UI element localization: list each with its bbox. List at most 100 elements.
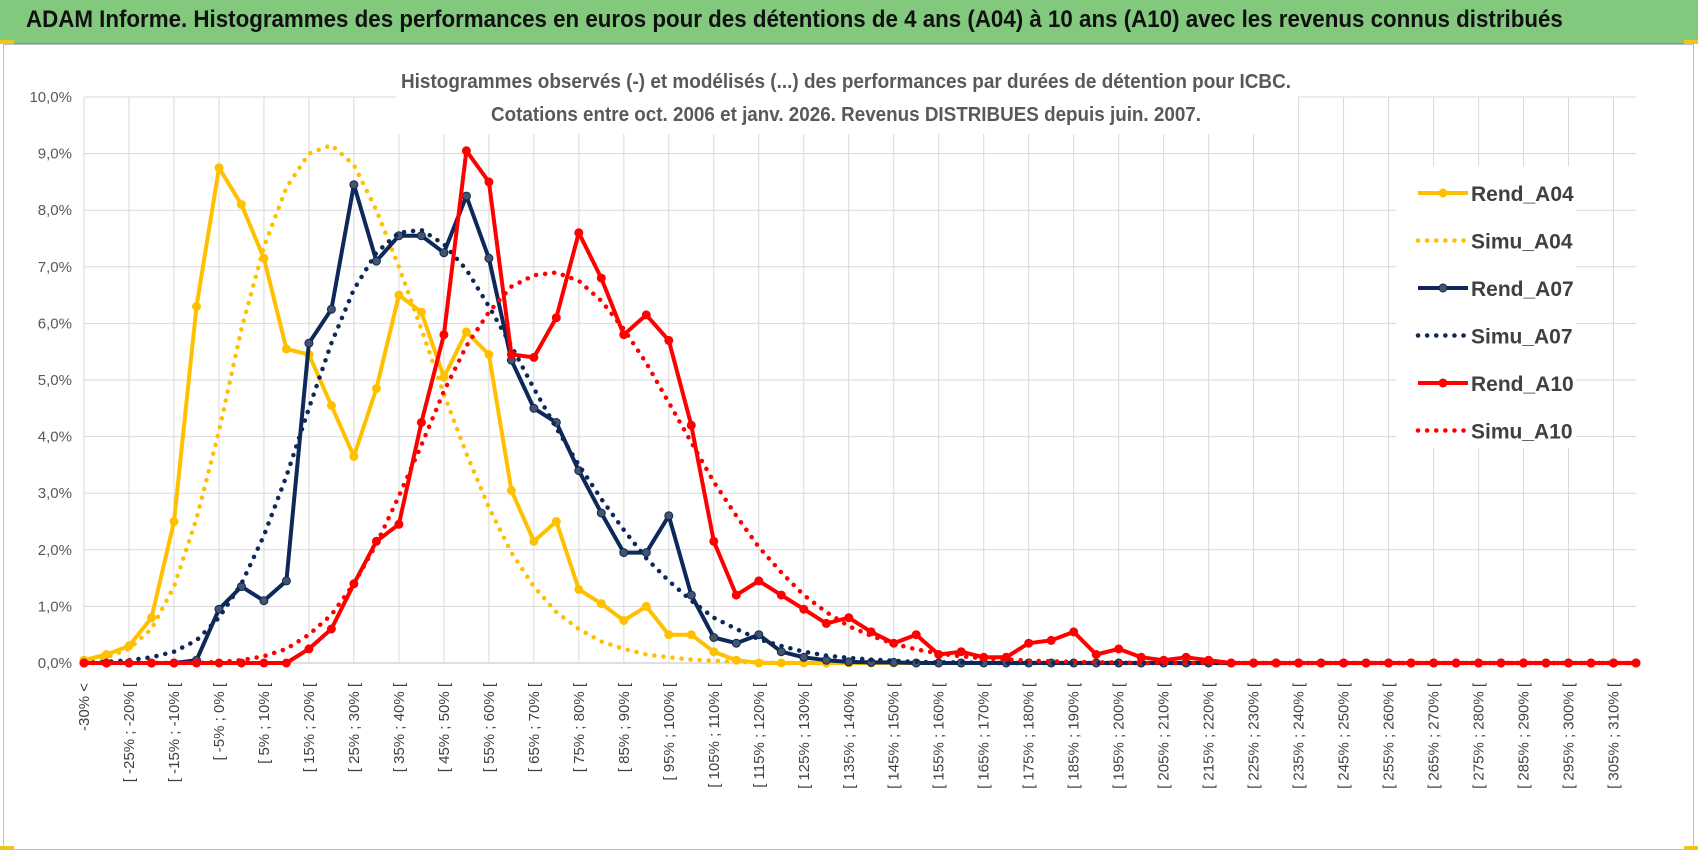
x-tick-label: -30% < xyxy=(76,683,93,731)
data-point xyxy=(1046,635,1056,645)
data-point xyxy=(596,508,606,518)
data-point xyxy=(1181,652,1191,662)
x-tick-label: [ 235% ; 240% [ xyxy=(1291,682,1308,789)
y-tick-label: 9,0% xyxy=(38,146,72,163)
x-tick-label: [ 155% ; 160% [ xyxy=(931,682,948,789)
x-tick-label: [ 295% ; 300% [ xyxy=(1561,682,1578,789)
x-tick-label: [ 265% ; 270% [ xyxy=(1426,682,1443,789)
x-tick-label: [ 215% ; 220% [ xyxy=(1201,682,1218,789)
x-tick-label: [ 255% ; 260% [ xyxy=(1381,682,1398,789)
data-point xyxy=(686,630,696,640)
x-tick-label: [ 5% ; 10% [ xyxy=(256,682,273,764)
corner-mark xyxy=(1684,846,1698,850)
x-tick-label: [ 245% ; 250% [ xyxy=(1336,682,1353,789)
data-point xyxy=(776,590,786,600)
x-tick-label: [ 165% ; 170% [ xyxy=(976,682,993,789)
x-tick-label: [ 85% ; 90% [ xyxy=(616,682,633,772)
data-point xyxy=(1631,658,1641,668)
data-point xyxy=(731,590,741,600)
data-point xyxy=(641,310,651,320)
legend-label: Simu_A04 xyxy=(1471,231,1573,254)
data-point xyxy=(304,644,314,654)
x-tick-label: [ 225% ; 230% [ xyxy=(1246,682,1263,789)
series-Simu_A10 xyxy=(81,270,1639,666)
data-point xyxy=(664,335,674,345)
series-line xyxy=(81,142,1639,666)
data-point xyxy=(686,420,696,430)
data-point xyxy=(821,618,831,628)
data-point xyxy=(192,301,201,311)
data-point xyxy=(1136,652,1146,662)
data-point xyxy=(349,180,359,190)
data-point xyxy=(349,451,359,461)
data-point xyxy=(416,418,426,427)
y-tick-label: 5,0% xyxy=(38,372,72,389)
x-tick-label: [ 145% ; 150% [ xyxy=(886,682,903,789)
data-point xyxy=(686,590,696,600)
x-tick-label: [ 55% ; 60% [ xyxy=(481,682,498,772)
data-point xyxy=(259,658,269,668)
data-point xyxy=(281,576,291,586)
corner-mark xyxy=(1684,40,1698,44)
data-point xyxy=(304,338,314,348)
legend-marker xyxy=(1438,188,1448,198)
data-point xyxy=(461,191,471,201)
data-point xyxy=(619,616,629,625)
x-tick-label: [ 305% ; 310% [ xyxy=(1606,682,1623,789)
data-point xyxy=(147,613,156,623)
data-point xyxy=(416,231,426,241)
data-point xyxy=(619,548,629,558)
x-tick-label: [ 115% ; 120% [ xyxy=(751,682,768,788)
y-tick-label: 10,0% xyxy=(29,89,72,106)
data-point xyxy=(461,327,471,337)
data-point xyxy=(664,630,674,640)
data-point xyxy=(439,330,449,340)
x-tick-label: [ 275% ; 280% [ xyxy=(1471,682,1488,789)
x-tick-label: [ 25% ; 30% [ xyxy=(346,682,363,772)
data-point xyxy=(416,307,426,317)
series-line xyxy=(81,227,1639,666)
y-tick-label: 1,0% xyxy=(38,598,72,615)
x-tick-label: [ 15% ; 20% [ xyxy=(301,682,318,772)
data-point xyxy=(529,352,539,362)
data-point xyxy=(326,401,336,410)
data-point xyxy=(281,344,291,354)
x-tick-label: [ 135% ; 140% [ xyxy=(841,682,858,789)
data-point xyxy=(394,290,404,300)
data-point xyxy=(754,576,764,586)
y-tick-label: 2,0% xyxy=(38,542,72,559)
report-title: ADAM Informe. Histogrammes des performan… xyxy=(26,6,1563,33)
data-point xyxy=(641,548,651,558)
y-tick-label: 3,0% xyxy=(38,485,72,502)
data-point xyxy=(169,517,179,526)
x-tick-label: [ 35% ; 40% [ xyxy=(391,682,408,772)
data-point xyxy=(439,248,449,258)
data-point xyxy=(439,372,449,382)
data-point xyxy=(1114,644,1124,654)
data-point xyxy=(371,256,381,266)
legend-marker xyxy=(1438,283,1448,293)
x-tick-label: [ 285% ; 290% [ xyxy=(1516,682,1533,789)
data-point xyxy=(844,613,854,623)
chart-title: Histogrammes observés (-) et modélisés (… xyxy=(396,64,1298,134)
y-axis: 0,0% 1,0% 2,0% 3,0% 4,0% 5,0% 6,0% 7,0% 8,0% 9,0%… xyxy=(29,89,72,672)
x-tick-label: [ 195% ; 200% [ xyxy=(1111,682,1128,789)
y-tick-label: 0,0% xyxy=(38,655,72,672)
data-point xyxy=(1024,638,1034,648)
x-tick-label: [ -15% ; -10% [ xyxy=(166,682,183,782)
data-point xyxy=(326,624,336,634)
chart-title-line-1: Histogrammes observés (-) et modélisés (… xyxy=(401,71,1291,93)
x-tick-label: [ 95% ; 100% [ xyxy=(661,682,678,780)
data-point xyxy=(484,253,494,263)
legend-marker xyxy=(1438,378,1448,388)
x-tick-label: [ 105% ; 110% [ xyxy=(706,682,723,788)
chart-frame xyxy=(3,44,1694,850)
data-point xyxy=(709,536,719,546)
data-point xyxy=(731,638,741,648)
legend-label: Rend_A04 xyxy=(1471,183,1574,206)
data-point xyxy=(709,647,719,657)
legend: Rend_A04 Simu_A04 Rend_A07 Simu_A07 Rend_A10… xyxy=(1396,166,1576,448)
data-point xyxy=(281,658,291,668)
data-point xyxy=(214,163,224,173)
